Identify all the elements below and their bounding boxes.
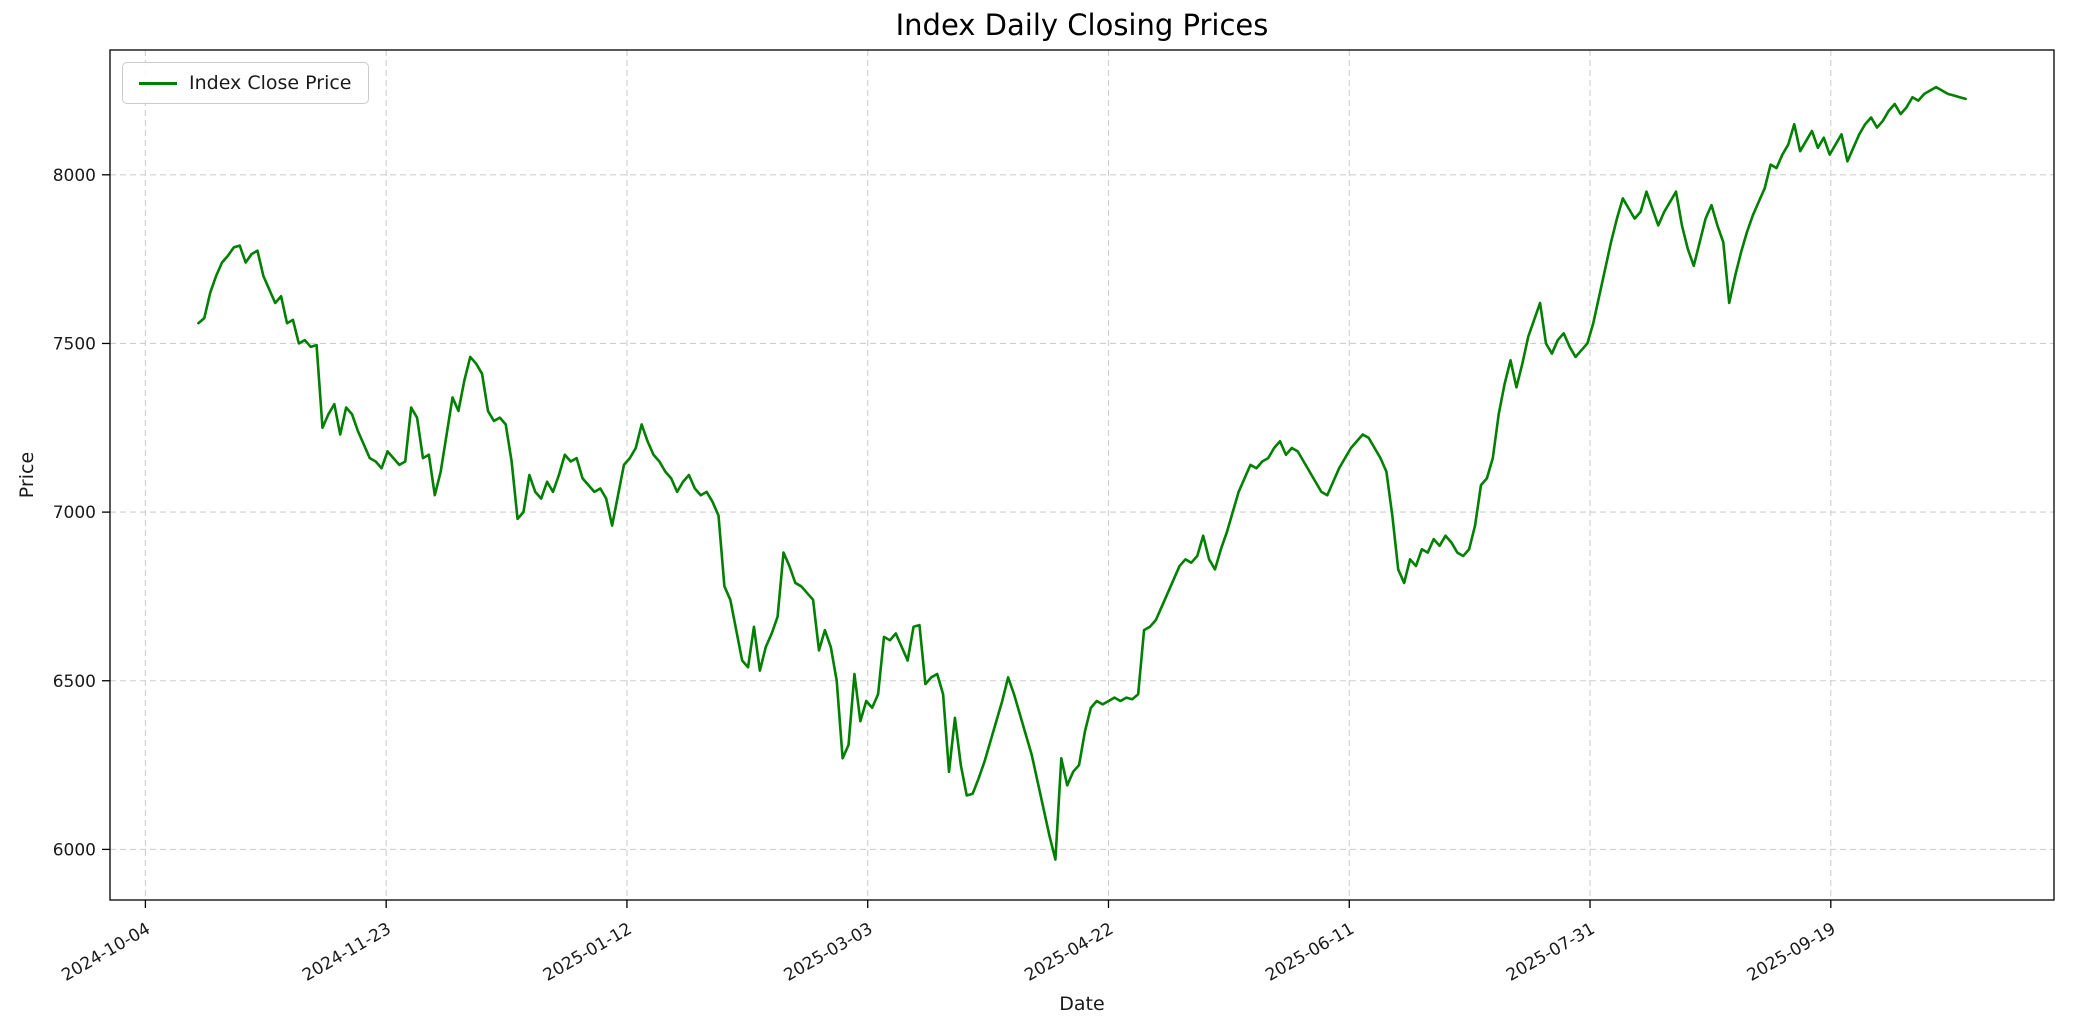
x-tick-label: 2024-10-04 — [58, 919, 154, 986]
chart-title: Index Daily Closing Prices — [895, 8, 1269, 42]
y-tick-label: 8000 — [53, 166, 96, 186]
x-tick-label: 2025-01-12 — [540, 919, 636, 986]
y-axis-label: Price — [16, 451, 38, 499]
x-tick-label: 2025-04-22 — [1021, 919, 1117, 986]
legend-label: Index Close Price — [189, 72, 352, 94]
axes-background — [110, 50, 2054, 900]
x-tick-label: 2025-03-03 — [781, 919, 877, 986]
legend: Index Close Price — [122, 62, 369, 104]
x-tick-label: 2025-09-19 — [1744, 919, 1840, 986]
x-tick-label: 2025-07-31 — [1503, 919, 1599, 986]
axes-frame — [109, 49, 2055, 901]
y-tick-label: 6000 — [53, 840, 96, 860]
price-line — [197, 85, 1967, 861]
x-tick-label: 2024-11-23 — [299, 919, 395, 986]
y-tick-label: 6500 — [53, 672, 96, 692]
legend-line-sample-icon — [139, 81, 177, 85]
x-tick-label: 2025-06-11 — [1262, 919, 1358, 986]
y-tick-label: 7500 — [53, 334, 96, 354]
x-axis-label: Date — [1059, 993, 1105, 1015]
y-tick-label: 7000 — [53, 503, 96, 523]
